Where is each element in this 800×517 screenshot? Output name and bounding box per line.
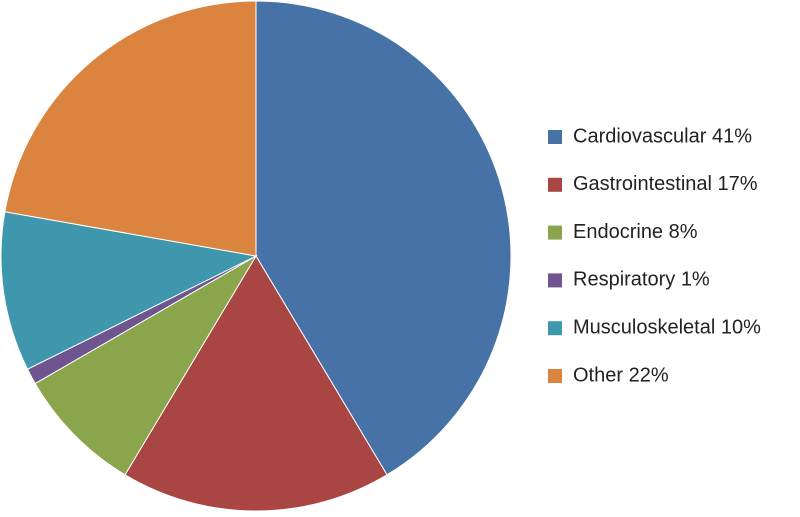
pie-slice [255, 0, 512, 476]
legend-label: Respiratory 1% [573, 269, 710, 291]
legend-swatch [548, 369, 562, 383]
legend-swatch [548, 177, 562, 192]
legend-label: Musculoskeletal 10% [573, 316, 761, 338]
legend-swatch [548, 130, 562, 144]
pie-slice [0, 211, 258, 370]
legend-swatch [548, 273, 562, 288]
legend-swatch [548, 225, 562, 240]
legend-label: Other 22% [573, 364, 669, 386]
pie-slice [34, 254, 258, 476]
legend-label: Endocrine 8% [573, 221, 698, 243]
pie-slice [124, 255, 388, 512]
legend-swatch [548, 321, 562, 336]
legend-label: Gastrointestinal 17% [573, 173, 758, 195]
pie-slice [4, 0, 257, 257]
legend-label: Cardiovascular 41% [573, 125, 752, 147]
